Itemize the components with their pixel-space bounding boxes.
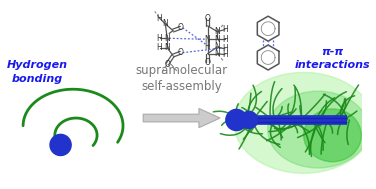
Text: N: N bbox=[214, 43, 220, 51]
Text: O: O bbox=[205, 14, 211, 23]
Text: H: H bbox=[157, 14, 162, 23]
Text: N: N bbox=[214, 49, 220, 58]
Text: H: H bbox=[222, 50, 228, 59]
Text: N: N bbox=[164, 43, 170, 52]
Text: N: N bbox=[214, 35, 220, 44]
Text: O: O bbox=[178, 48, 183, 57]
Text: H: H bbox=[157, 43, 162, 52]
FancyArrow shape bbox=[143, 108, 220, 128]
Text: O: O bbox=[164, 60, 170, 69]
Text: supramolecular
self-assembly: supramolecular self-assembly bbox=[136, 64, 228, 93]
Text: H: H bbox=[222, 44, 228, 53]
Text: H: H bbox=[157, 34, 162, 43]
Text: N: N bbox=[162, 19, 168, 28]
Text: N: N bbox=[214, 27, 220, 36]
Text: O: O bbox=[178, 23, 183, 32]
Circle shape bbox=[50, 134, 71, 156]
Text: H: H bbox=[205, 43, 211, 51]
Text: N: N bbox=[164, 34, 170, 43]
Text: π-π
interactions: π-π interactions bbox=[295, 47, 370, 70]
Text: Hydrogen
bonding: Hydrogen bonding bbox=[7, 60, 68, 84]
Text: O: O bbox=[205, 58, 211, 67]
Text: H: H bbox=[222, 25, 228, 34]
Text: H: H bbox=[222, 35, 228, 44]
Text: N: N bbox=[205, 35, 211, 44]
Circle shape bbox=[226, 109, 247, 131]
Circle shape bbox=[240, 111, 258, 129]
Ellipse shape bbox=[234, 72, 373, 173]
Ellipse shape bbox=[304, 109, 361, 162]
Ellipse shape bbox=[268, 91, 368, 168]
